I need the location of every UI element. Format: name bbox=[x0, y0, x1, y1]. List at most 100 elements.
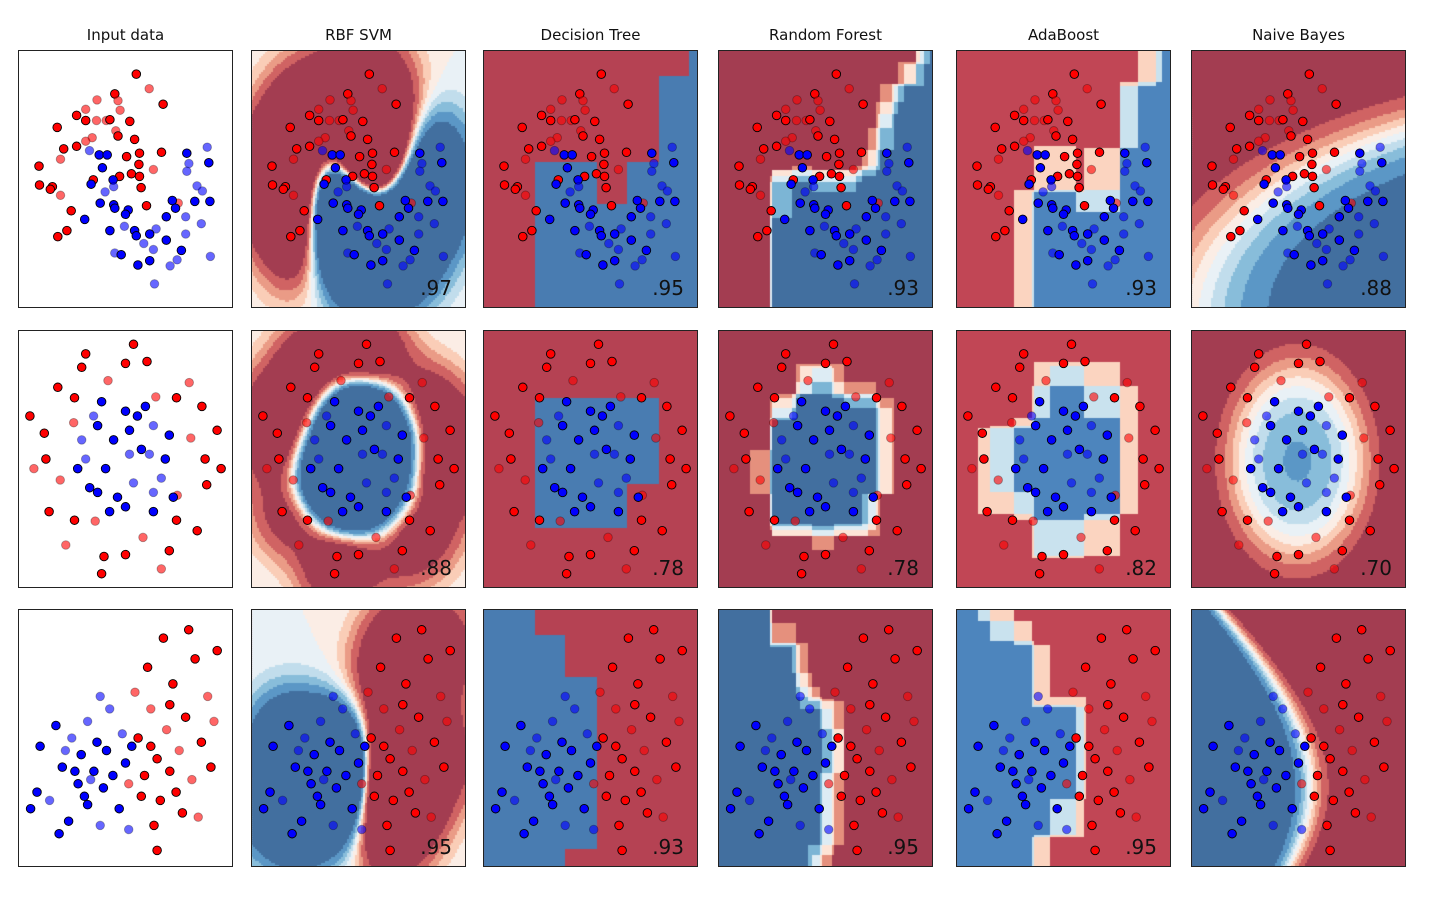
train-point bbox=[577, 492, 588, 502]
train-point bbox=[142, 356, 152, 367]
train-point bbox=[258, 803, 269, 814]
train-point bbox=[973, 741, 983, 752]
train-point bbox=[1077, 770, 1088, 781]
test-point bbox=[348, 105, 358, 115]
accuracy-score: .95 bbox=[652, 276, 684, 300]
test-point bbox=[851, 224, 861, 234]
test-point bbox=[196, 218, 207, 229]
train-point bbox=[633, 679, 643, 689]
train-point bbox=[120, 209, 131, 220]
test-point bbox=[849, 279, 860, 289]
train-point bbox=[499, 180, 510, 190]
train-point bbox=[134, 148, 145, 158]
train-point bbox=[979, 454, 989, 464]
test-point bbox=[1086, 420, 1097, 431]
test-point bbox=[1255, 716, 1266, 727]
train-point bbox=[1093, 795, 1104, 806]
train-point bbox=[329, 396, 340, 407]
test-point bbox=[1303, 687, 1313, 697]
test-point bbox=[560, 820, 570, 831]
train-point bbox=[601, 791, 612, 802]
plot-panel bbox=[18, 330, 233, 588]
train-point bbox=[1065, 741, 1075, 752]
test-point bbox=[1375, 691, 1386, 702]
train-point bbox=[205, 196, 215, 207]
test-point bbox=[197, 186, 208, 196]
train-point bbox=[905, 196, 915, 207]
train-point bbox=[274, 454, 284, 464]
train-point bbox=[522, 762, 533, 772]
train-point bbox=[1269, 568, 1280, 579]
train-point bbox=[1281, 435, 1292, 445]
test-point bbox=[277, 795, 288, 806]
train-point bbox=[861, 212, 872, 222]
train-point bbox=[826, 169, 837, 179]
train-point bbox=[152, 845, 162, 856]
train-point bbox=[1333, 454, 1344, 464]
test-point bbox=[1228, 154, 1239, 164]
test-point bbox=[851, 392, 861, 402]
train-point bbox=[812, 492, 823, 502]
train-point bbox=[1207, 161, 1217, 171]
test-point bbox=[1322, 279, 1333, 289]
train-point bbox=[1301, 339, 1312, 350]
train-point bbox=[763, 816, 774, 826]
train-point bbox=[912, 425, 922, 436]
test-point bbox=[893, 812, 903, 822]
train-point bbox=[648, 625, 659, 635]
train-point bbox=[1283, 203, 1293, 213]
train-point bbox=[309, 362, 320, 373]
train-point bbox=[1293, 549, 1304, 560]
test-point bbox=[780, 104, 791, 115]
test-point bbox=[982, 795, 993, 806]
train-point bbox=[1281, 770, 1291, 781]
scatter-layer bbox=[725, 339, 926, 579]
train-point bbox=[554, 766, 564, 777]
train-point bbox=[1317, 229, 1328, 239]
test-point bbox=[1130, 181, 1140, 191]
test-point bbox=[407, 745, 417, 756]
train-point bbox=[437, 157, 447, 168]
train-point bbox=[517, 122, 527, 133]
train-point bbox=[586, 151, 597, 162]
test-point bbox=[670, 251, 681, 262]
train-point bbox=[1135, 401, 1145, 412]
train-point bbox=[1253, 115, 1264, 126]
train-point bbox=[98, 783, 109, 793]
accuracy-score: .95 bbox=[1125, 835, 1157, 859]
train-point bbox=[1334, 212, 1345, 222]
train-point bbox=[842, 662, 853, 673]
test-point bbox=[91, 115, 102, 126]
train-point bbox=[1039, 745, 1050, 756]
decision-boundary bbox=[483, 50, 698, 308]
train-point bbox=[636, 515, 647, 525]
train-point bbox=[497, 787, 507, 797]
train-point bbox=[877, 808, 888, 818]
train-point bbox=[346, 131, 356, 141]
test-point bbox=[328, 691, 338, 702]
train-point bbox=[544, 791, 555, 802]
train-point bbox=[1010, 463, 1021, 474]
train-point bbox=[1236, 816, 1247, 826]
test-point bbox=[1347, 745, 1357, 756]
train-point bbox=[76, 749, 86, 760]
test-point bbox=[192, 181, 202, 191]
test-point bbox=[1258, 774, 1269, 785]
train-point bbox=[677, 645, 687, 656]
train-point bbox=[1257, 482, 1268, 493]
train-point bbox=[196, 737, 207, 747]
scatter-layer bbox=[1207, 69, 1389, 289]
train-point bbox=[534, 393, 545, 403]
train-point bbox=[285, 122, 295, 133]
train-point bbox=[1307, 171, 1318, 182]
train-point bbox=[1337, 545, 1348, 556]
train-point bbox=[607, 356, 617, 367]
train-point bbox=[771, 110, 782, 121]
train-point bbox=[594, 134, 605, 145]
train-point bbox=[398, 699, 408, 710]
train-point bbox=[268, 741, 278, 752]
train-point bbox=[1198, 803, 1209, 814]
train-point bbox=[212, 425, 222, 436]
train-point bbox=[165, 699, 175, 710]
test-point bbox=[639, 745, 649, 756]
